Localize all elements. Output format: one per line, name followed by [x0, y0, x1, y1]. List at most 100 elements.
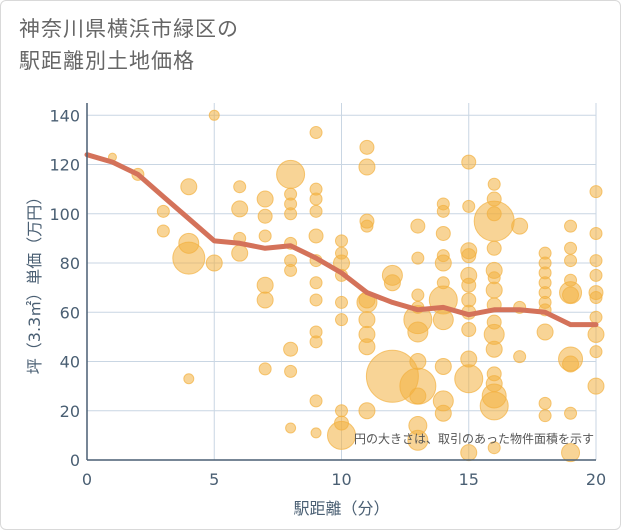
y-tick-label: 100 — [49, 205, 80, 224]
data-bubble — [435, 225, 451, 241]
data-bubble — [536, 323, 554, 341]
data-bubble — [589, 226, 603, 240]
y-tick-label: 60 — [60, 303, 80, 322]
y-tick-label: 140 — [49, 106, 80, 125]
data-bubble — [335, 404, 348, 418]
data-bubble — [479, 391, 509, 421]
data-bubble — [309, 293, 323, 307]
data-bubble — [284, 364, 298, 378]
data-bubble — [454, 364, 484, 394]
data-bubble — [432, 309, 454, 331]
data-bubble — [309, 276, 323, 290]
data-bubble — [358, 402, 376, 420]
data-bubble — [486, 240, 502, 256]
chart-title: 神奈川県横浜市緑区の 駅距離別土地価格 — [19, 13, 239, 77]
data-bubble — [487, 177, 501, 191]
data-bubble — [473, 200, 515, 242]
data-bubble — [309, 335, 323, 349]
data-bubble — [358, 158, 376, 176]
data-bubble — [283, 341, 299, 357]
data-bubble — [407, 321, 429, 343]
data-bubble — [461, 277, 477, 293]
data-bubble — [309, 192, 323, 206]
data-bubble — [231, 200, 249, 218]
data-bubble — [256, 291, 274, 309]
data-bubble — [461, 248, 477, 264]
data-bubble — [411, 288, 425, 302]
data-bubble — [258, 362, 272, 376]
data-bubble — [309, 126, 323, 140]
data-bubble — [589, 291, 603, 305]
data-bubble — [309, 394, 323, 408]
y-tick-label: 80 — [60, 254, 80, 273]
x-axis-title: 駅距離（分） — [293, 499, 389, 518]
data-bubble — [156, 204, 170, 218]
data-bubble — [589, 268, 603, 282]
data-bubble — [358, 311, 376, 329]
data-bubble — [564, 254, 578, 268]
data-bubble — [335, 295, 348, 309]
data-bubble — [327, 420, 356, 450]
data-bubble — [359, 139, 375, 155]
data-bubble — [335, 234, 348, 248]
data-bubble — [587, 377, 605, 395]
data-bubble — [562, 286, 580, 304]
data-bubble — [410, 218, 426, 234]
data-bubble — [485, 340, 503, 358]
data-bubble — [409, 387, 427, 405]
data-bubble — [172, 241, 206, 275]
trend-line — [84, 152, 599, 328]
data-bubble — [587, 325, 605, 343]
data-bubble — [360, 219, 374, 233]
y-tick-label: 20 — [60, 402, 80, 421]
data-bubble — [284, 263, 298, 277]
data-bubble — [589, 345, 603, 359]
data-bubble — [156, 224, 170, 238]
data-bubble — [561, 443, 581, 463]
data-bubble — [487, 441, 501, 455]
x-tick-label: 20 — [586, 470, 606, 489]
data-bubble — [205, 254, 223, 272]
y-tick-label: 0 — [70, 451, 80, 470]
data-bubble — [562, 355, 580, 373]
chart-title-line1: 神奈川県横浜市緑区の — [19, 17, 239, 41]
x-tick-label: 15 — [459, 470, 479, 489]
data-bubble — [407, 429, 429, 451]
data-bubble — [538, 409, 552, 423]
x-tick-label: 0 — [82, 470, 92, 489]
data-bubble — [434, 357, 452, 375]
data-bubble — [564, 406, 578, 420]
data-bubble — [256, 276, 274, 294]
data-bubble — [436, 204, 450, 218]
data-bubble — [308, 228, 324, 244]
y-tick-label: 120 — [49, 156, 80, 175]
data-bubble — [383, 274, 401, 292]
x-tick-label: 5 — [209, 470, 219, 489]
data-bubble — [231, 244, 249, 262]
y-axis-title: 坪（3.3㎡）単価（万円） — [25, 189, 44, 374]
data-bubble — [183, 373, 195, 385]
data-bubble — [309, 204, 323, 218]
data-bubble — [434, 404, 452, 422]
data-bubble — [258, 229, 272, 243]
data-bubble — [461, 322, 477, 338]
data-bubble — [564, 241, 578, 255]
size-note: 円の大きさは、取引のあった物件面積を示す — [354, 431, 594, 446]
data-bubble — [589, 310, 603, 324]
data-bubble — [233, 180, 247, 194]
data-bubble — [461, 154, 477, 170]
data-bubble — [462, 199, 476, 213]
data-bubble — [538, 396, 552, 410]
data-bubble — [460, 444, 478, 462]
x-tick-label: 10 — [331, 470, 351, 489]
data-bubble — [310, 427, 322, 439]
data-bubble — [564, 219, 578, 233]
tick-labels: 0 20 40 60 80 100 120 140 0 5 10 15 20 — [49, 106, 606, 489]
data-bubble — [284, 207, 298, 221]
data-bubble — [589, 185, 603, 199]
data-bubble — [208, 109, 220, 121]
data-bubble — [285, 422, 297, 434]
data-bubble — [335, 313, 348, 327]
